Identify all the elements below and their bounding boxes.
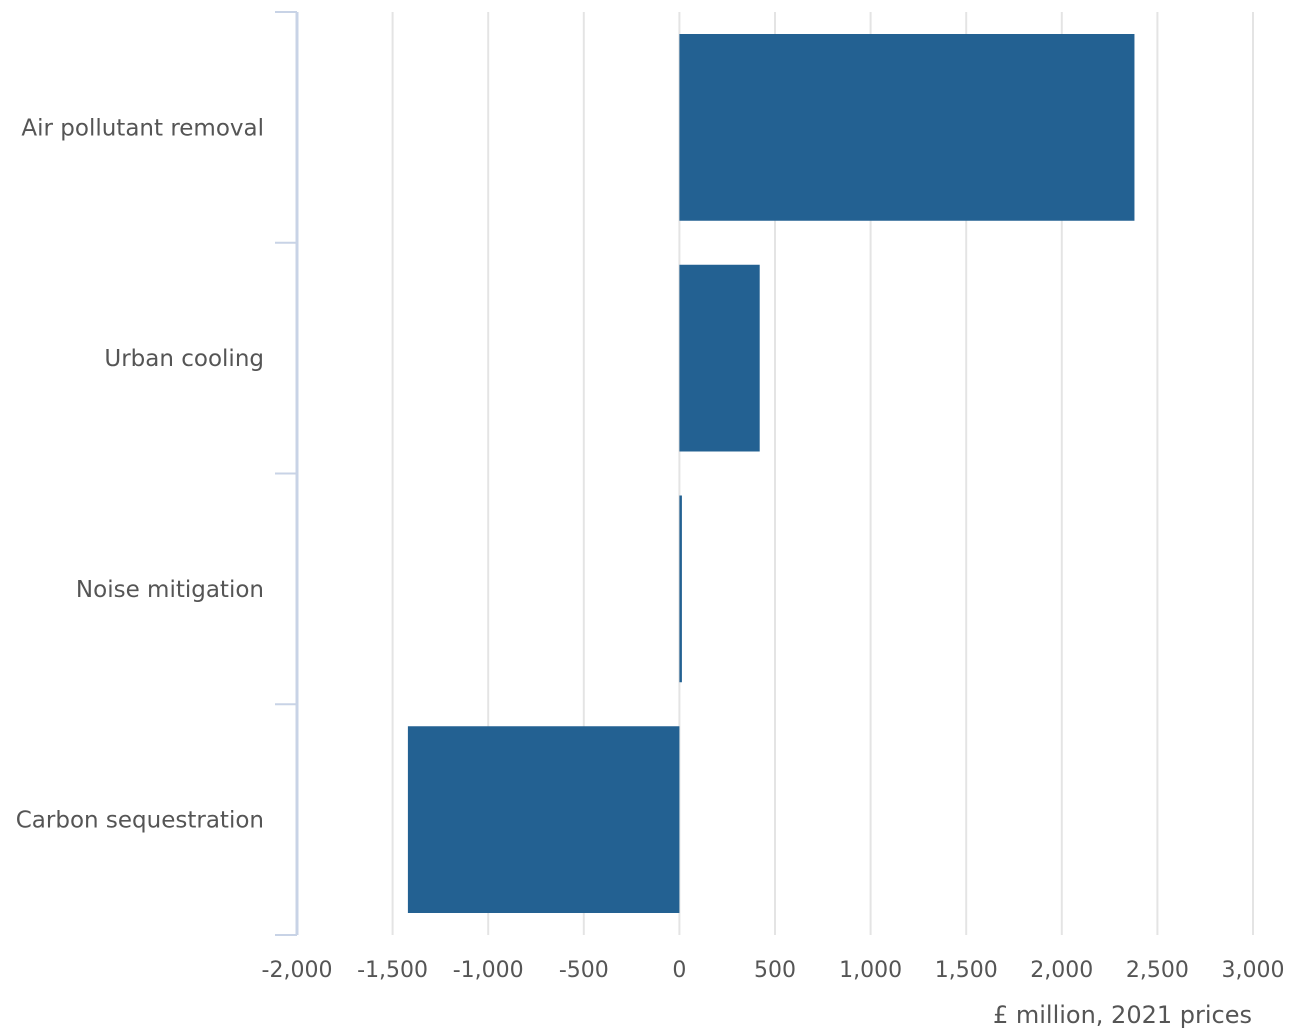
bar-air-pollutant-removal [679, 34, 1135, 221]
x-axis-title: £ million, 2021 prices [993, 1001, 1252, 1029]
category-labels: Air pollutant removal Urban cooling Noise … [16, 115, 264, 833]
category-axis [275, 11, 299, 936]
bar-noise-mitigation [679, 495, 682, 683]
bars [407, 34, 1135, 913]
x-tick-label-0: -2,000 [262, 958, 333, 983]
x-tick-label-4: 0 [672, 958, 686, 983]
category-label-0: Air pollutant removal [21, 115, 264, 141]
x-tick-label-7: 1,500 [935, 958, 998, 983]
category-label-2: Noise mitigation [76, 577, 264, 603]
x-tick-label-6: 1,000 [839, 958, 902, 983]
x-tick-label-9: 2,500 [1126, 958, 1189, 983]
x-tick-label-1: -1,500 [357, 958, 428, 983]
bar-urban-cooling [679, 264, 760, 452]
category-label-1: Urban cooling [104, 346, 264, 372]
x-tick-label-8: 2,000 [1030, 958, 1093, 983]
x-tick-label-10: 3,000 [1222, 958, 1285, 983]
x-tick-label-2: -1,000 [453, 958, 524, 983]
x-tick-label-5: 500 [754, 958, 796, 983]
x-tick-label-3: -500 [559, 958, 609, 983]
category-label-3: Carbon sequestration [16, 808, 264, 834]
x-tick-labels: -2,000 -1,500 -1,000 -500 0 500 1,000 1,500 2,00… [262, 958, 1285, 983]
bar-carbon-sequestration [407, 726, 680, 913]
